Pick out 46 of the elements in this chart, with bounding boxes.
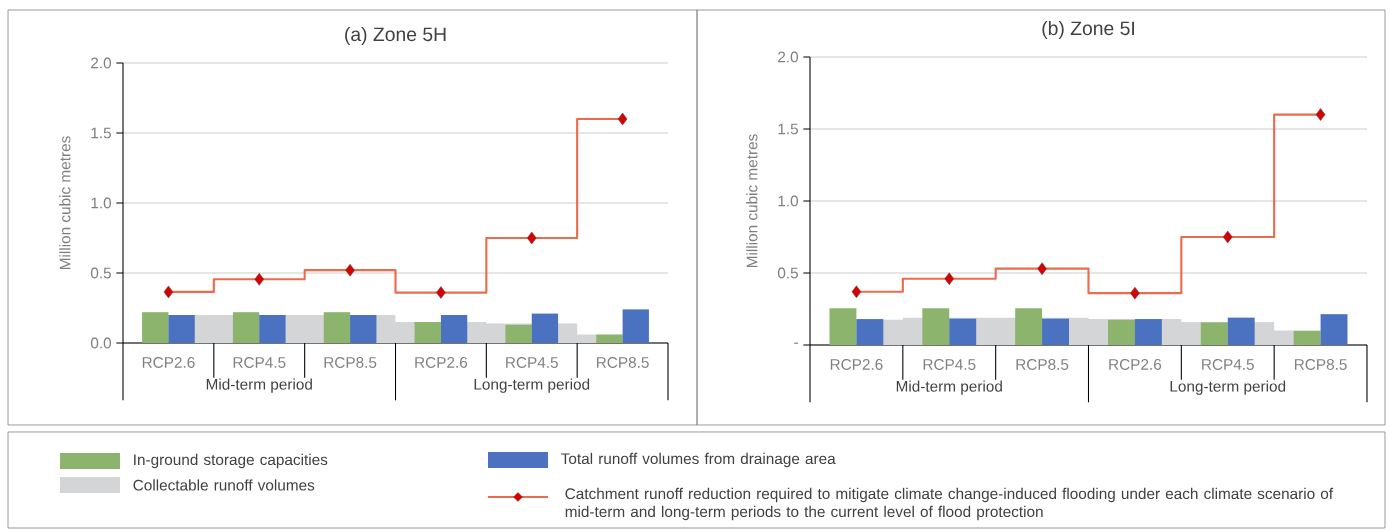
chart-title: (b) Zone 5I (1042, 20, 1134, 39)
text: Mid-term period (206, 378, 312, 393)
y-tick-label: 1.0 (778, 195, 799, 207)
bar (531, 313, 559, 343)
y-tick-label: 2.0 (778, 51, 799, 63)
legend-label: In-ground storage capacities (134, 453, 328, 469)
bar (232, 312, 260, 343)
bar (142, 312, 169, 343)
x-tick-label: RCP8.5 (1294, 359, 1347, 370)
y-tick-label: 1.0 (91, 197, 112, 209)
x-tick-label: RCP2.6 (830, 359, 883, 370)
x-tick-label: RCP4.5 (1202, 359, 1254, 370)
legend-label: Total runoff volumes from drainage area (561, 452, 836, 468)
y-axis-title: Million cubic metres (59, 136, 71, 270)
bar (168, 314, 195, 343)
bar (622, 309, 649, 343)
x-tick-label: RCP2.6 (1109, 359, 1162, 370)
x-tick-label: RCP2.6 (415, 357, 468, 368)
y-tick-label: 0.5 (777, 267, 798, 279)
x-tick-label: RCP8.5 (597, 357, 649, 368)
x-tick-label: RCP4.5 (506, 357, 558, 368)
y-tick-label: 1.5 (91, 127, 111, 139)
bar (440, 314, 468, 343)
text: Long-term period (1170, 380, 1286, 395)
bar (414, 321, 441, 343)
bar (350, 314, 377, 343)
x-tick-label: RCP4.5 (233, 357, 286, 368)
legend-label: Catchment runoff reduction required to mitigate climate change-induced flooding under each climate scenario of mid-term and long-term periods to the current level of flood protection (565, 487, 1334, 521)
y-tick-label: 0.5 (90, 267, 111, 279)
x-tick-label: RCP8.5 (1016, 359, 1069, 370)
y-tick-label: - (794, 342, 798, 344)
bar (505, 324, 532, 343)
legend-label: Collectable runoff volumes (133, 479, 315, 491)
x-tick-label: RCP4.5 (923, 359, 976, 370)
bar (323, 312, 351, 343)
x-tick-label: RCP8.5 (324, 357, 377, 368)
bar (259, 314, 286, 343)
y-tick-label: 1.5 (778, 123, 798, 135)
text: Long-term period (474, 378, 590, 393)
chart-title: (a) Zone 5H (345, 26, 446, 45)
y-axis-title: Million cubic metres (746, 134, 758, 268)
text: Mid-term period (896, 380, 1002, 395)
bar (596, 334, 623, 343)
y-tick-label: 0.0 (90, 337, 112, 349)
y-tick-label: 2.0 (91, 57, 112, 69)
x-tick-label: RCP2.6 (142, 357, 195, 368)
